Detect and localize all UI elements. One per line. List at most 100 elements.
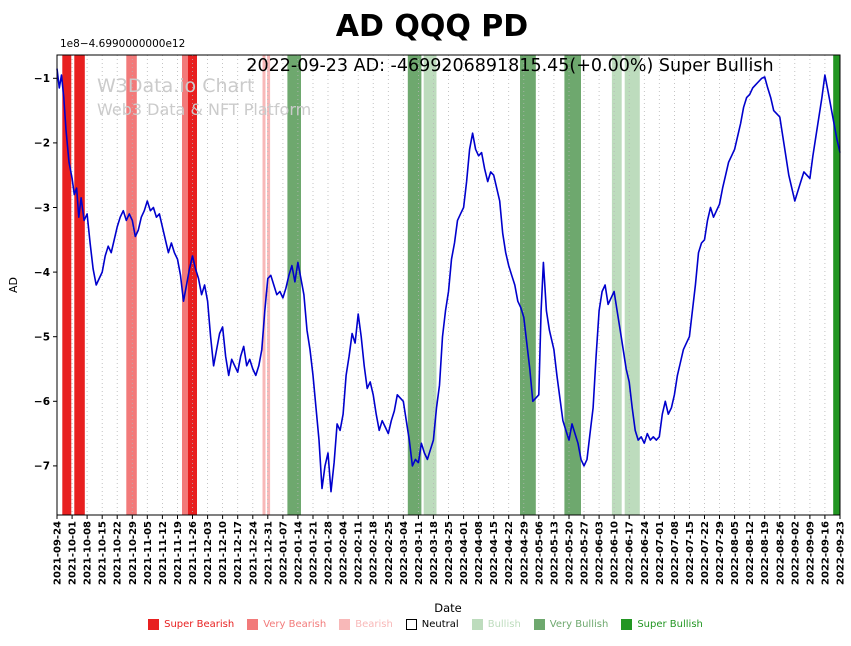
y-axis-label: AD bbox=[7, 277, 20, 293]
legend-item-super_bullish: Super Bullish bbox=[621, 619, 703, 630]
x-tick-label: 2022-01-28 bbox=[324, 521, 335, 585]
band-very_bearish bbox=[182, 55, 188, 515]
x-tick-label: 2022-03-18 bbox=[429, 521, 440, 585]
legend: Super Bearish Very Bearish Bearish Neutral B… bbox=[0, 619, 851, 630]
bearish-swatch-icon bbox=[339, 619, 351, 630]
legend-item-neutral: Neutral bbox=[405, 618, 459, 630]
legend-label: Neutral bbox=[421, 618, 459, 630]
legend-label: Bearish bbox=[355, 618, 393, 630]
x-axis-label: Date bbox=[434, 601, 462, 615]
x-tick-label: 2022-05-13 bbox=[549, 521, 560, 585]
x-tick-label: 2022-08-05 bbox=[730, 521, 741, 585]
x-tick-label: 2022-02-25 bbox=[384, 521, 395, 585]
x-tick-label: 2022-05-27 bbox=[580, 521, 591, 585]
x-tick-label: 2022-07-29 bbox=[715, 521, 726, 585]
ad-line bbox=[56, 68, 841, 493]
x-tick-label: 2022-08-26 bbox=[775, 521, 786, 585]
bullish-swatch-icon bbox=[471, 619, 483, 630]
x-tick-label: 2021-10-22 bbox=[113, 521, 124, 585]
legend-label: Super Bullish bbox=[637, 618, 703, 630]
x-tick-label: 2022-08-19 bbox=[760, 521, 771, 585]
legend-item-bullish: Bullish bbox=[471, 618, 521, 630]
band-bearish bbox=[267, 55, 271, 515]
band-super_bearish bbox=[188, 55, 197, 515]
x-tick-label: 2022-07-08 bbox=[670, 521, 681, 585]
legend-label: Super Bearish bbox=[164, 618, 235, 630]
x-tick-label: 2022-07-15 bbox=[685, 521, 696, 585]
band-bullish bbox=[611, 55, 622, 515]
x-tick-label: 2022-04-22 bbox=[504, 521, 515, 585]
band-bearish bbox=[262, 55, 266, 515]
x-tick-label: 2021-10-29 bbox=[128, 521, 139, 585]
band-bullish bbox=[624, 55, 640, 515]
x-tick-label: 2022-03-11 bbox=[414, 521, 425, 585]
watermark-line2: Web3 Data & NFT Platform bbox=[97, 100, 311, 119]
x-tick-label: 2021-11-26 bbox=[188, 521, 199, 585]
band-bullish bbox=[423, 55, 437, 515]
page-title: AD QQQ PD bbox=[336, 9, 528, 44]
legend-label: Very Bullish bbox=[549, 618, 609, 630]
x-tick-label: 2021-12-17 bbox=[233, 521, 244, 585]
x-tick-label: 2022-09-09 bbox=[805, 521, 816, 585]
y-tick-label: −1 bbox=[34, 73, 50, 85]
neutral-swatch-icon bbox=[405, 619, 417, 630]
x-tick-label: 2022-09-16 bbox=[820, 521, 831, 585]
x-tick-label: 2022-06-24 bbox=[640, 521, 651, 585]
legend-label: Bullish bbox=[487, 618, 521, 630]
band-neutral bbox=[72, 55, 75, 515]
band-very_bearish bbox=[126, 55, 137, 515]
watermark-line1: W3Data.io Chart bbox=[97, 75, 254, 97]
signal-bands-layer bbox=[62, 55, 840, 515]
x-tick-label: 2022-04-29 bbox=[519, 521, 530, 585]
super_bearish-swatch-icon bbox=[148, 619, 160, 630]
band-very_bullish bbox=[287, 55, 301, 515]
band-very_bullish bbox=[564, 55, 581, 515]
ad-line-layer bbox=[56, 68, 841, 493]
band-super_bearish bbox=[74, 55, 85, 515]
x-tick-label: 2021-11-19 bbox=[173, 521, 184, 585]
x-tick-label: 2022-02-11 bbox=[354, 521, 365, 585]
x-tick-label: 2022-04-15 bbox=[489, 521, 500, 585]
x-tick-label: 2022-07-01 bbox=[655, 521, 666, 585]
x-tick-label: 2021-10-01 bbox=[68, 521, 79, 585]
x-tick-label: 2022-07-22 bbox=[700, 521, 711, 585]
x-tick-label: 2022-02-04 bbox=[339, 521, 350, 585]
x-tick-label: 2021-11-12 bbox=[158, 521, 169, 585]
very_bearish-swatch-icon bbox=[247, 619, 259, 630]
chart-subtitle: 2022-09-23 AD: -4699206891815.45(+0.00%)… bbox=[246, 56, 773, 76]
x-tick-label: 2022-03-25 bbox=[444, 521, 455, 585]
x-tick-label: 2021-10-08 bbox=[83, 521, 94, 585]
x-tick-label: 2021-11-05 bbox=[143, 521, 154, 585]
x-tick-label: 2022-08-12 bbox=[745, 521, 756, 585]
x-tick-label: 2022-06-17 bbox=[625, 521, 636, 585]
legend-item-very_bullish: Very Bullish bbox=[533, 618, 609, 630]
super_bullish-swatch-icon bbox=[621, 619, 633, 630]
x-tick-label: 2022-04-08 bbox=[474, 521, 485, 585]
x-tick-label: 2022-01-07 bbox=[278, 521, 289, 585]
y-tick-label: −2 bbox=[34, 138, 50, 150]
x-tick-label: 2022-05-20 bbox=[565, 521, 576, 585]
x-tick-label: 2022-06-03 bbox=[595, 521, 606, 585]
y-tick-label: −7 bbox=[34, 461, 50, 473]
band-super_bearish bbox=[62, 55, 72, 515]
x-tick-label: 2021-12-24 bbox=[248, 521, 259, 585]
legend-label: Very Bearish bbox=[263, 618, 327, 630]
x-tick-label: 2022-01-21 bbox=[309, 521, 320, 585]
x-tick-label: 2022-04-01 bbox=[459, 521, 470, 585]
band-very_bullish bbox=[407, 55, 422, 515]
x-tick-label: 2022-01-14 bbox=[293, 521, 304, 585]
x-tick-label: 2021-12-31 bbox=[263, 521, 274, 585]
y-tick-label: −3 bbox=[34, 202, 50, 214]
x-tick-label: 2022-09-02 bbox=[790, 521, 801, 585]
band-very_bullish bbox=[520, 55, 536, 515]
x-tick-label: 2021-12-03 bbox=[203, 521, 214, 585]
band-super_bullish bbox=[833, 55, 840, 515]
x-tick-label: 2021-12-10 bbox=[218, 521, 229, 585]
y-tick-label: −5 bbox=[34, 332, 50, 344]
legend-item-super_bearish: Super Bearish bbox=[148, 619, 234, 630]
x-tick-label: 2021-10-15 bbox=[98, 521, 109, 585]
x-tick-label: 2021-09-24 bbox=[53, 521, 64, 585]
legend-item-bearish: Bearish bbox=[339, 619, 393, 630]
